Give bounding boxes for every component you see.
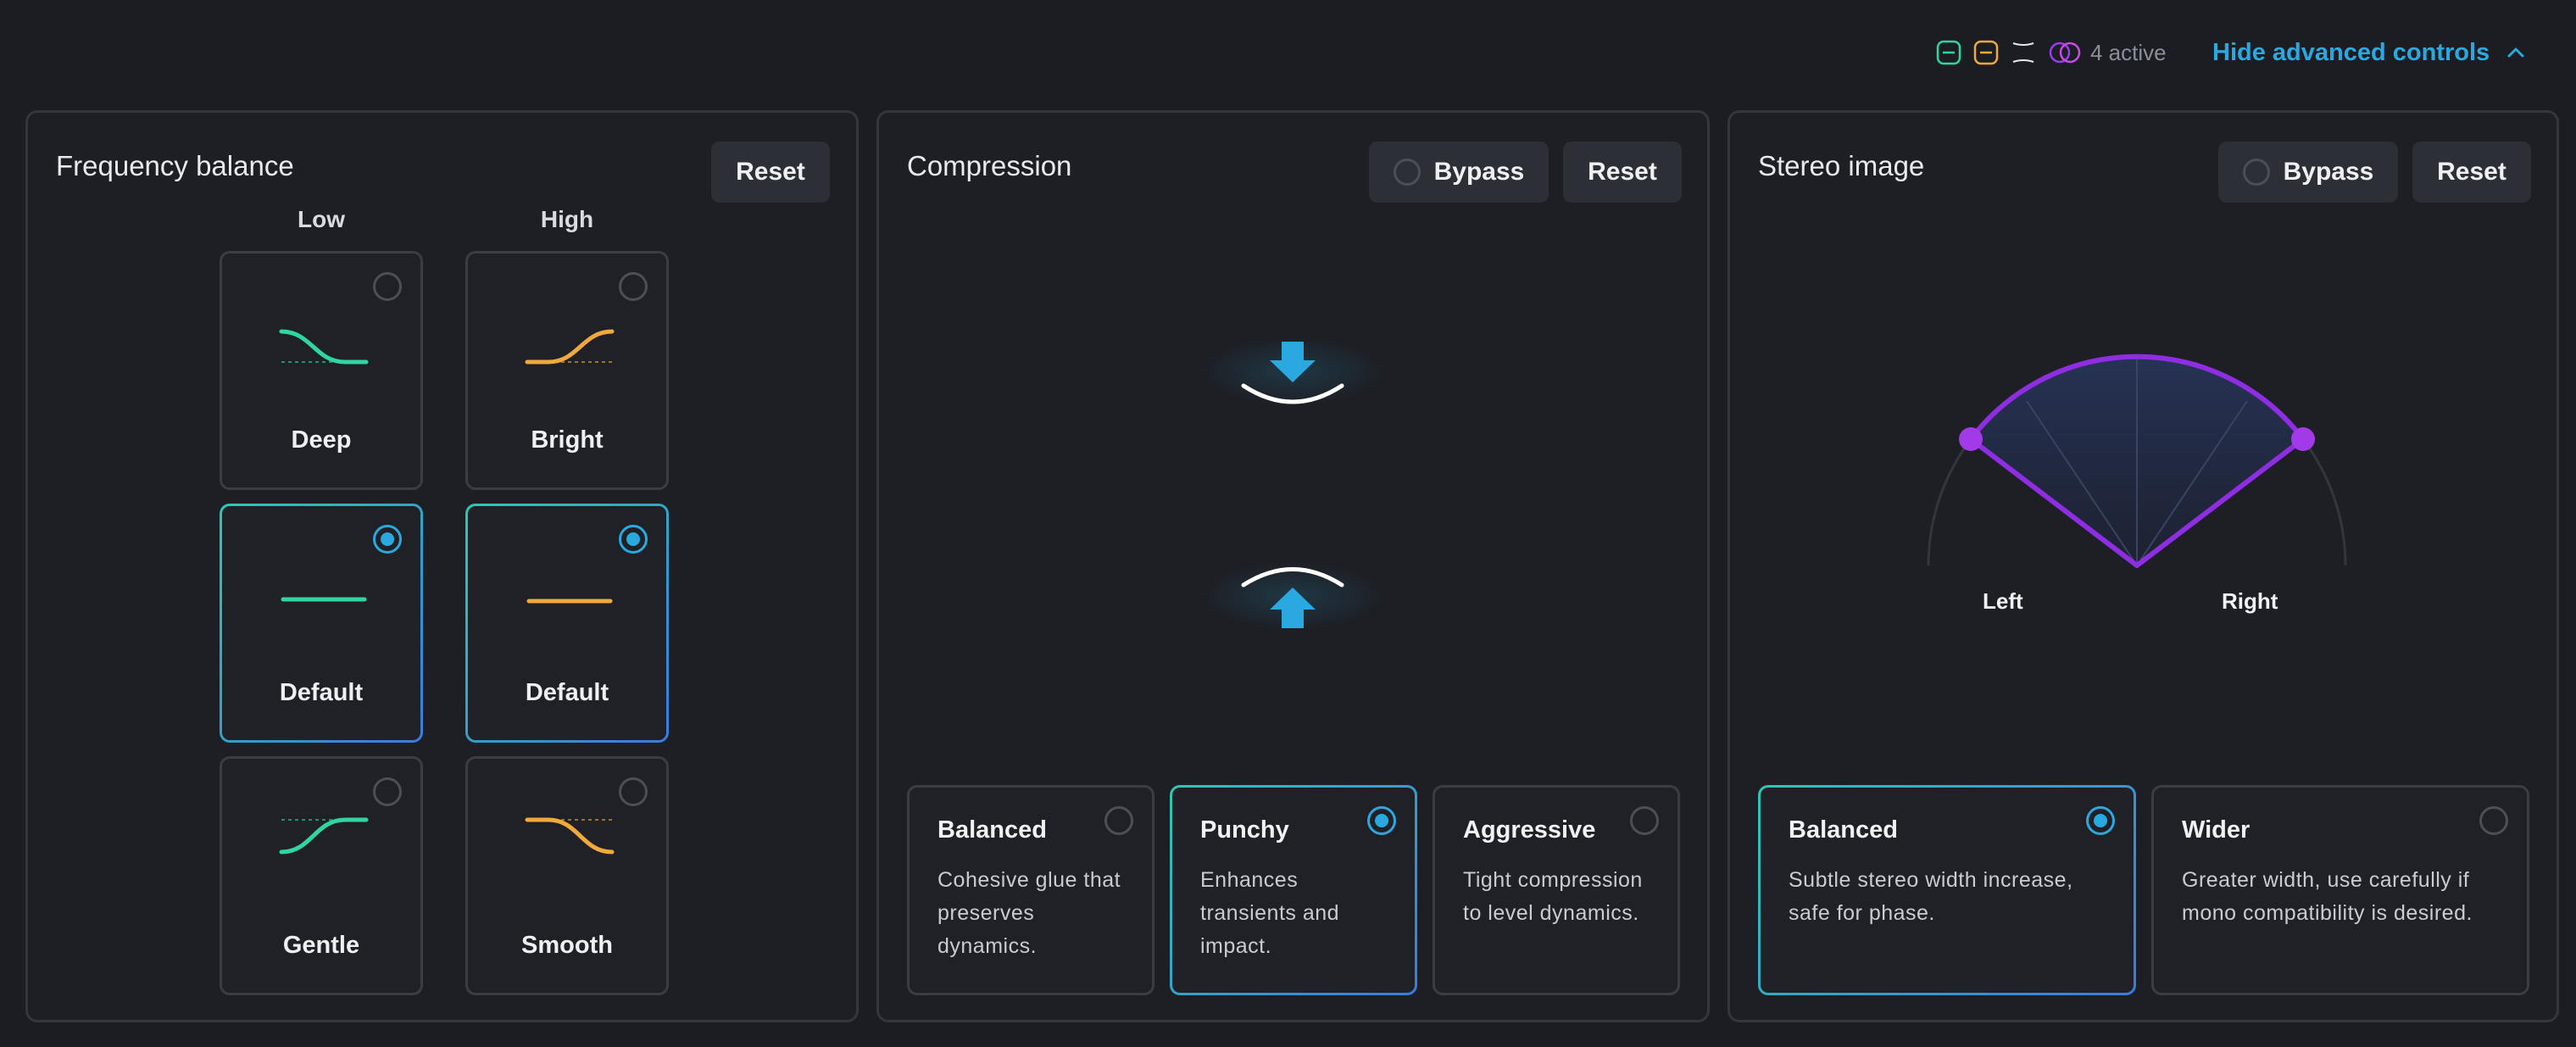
eq-option-label: Default bbox=[525, 679, 609, 706]
compression-illustration bbox=[1139, 337, 1388, 630]
eq-option-low-gentle[interactable]: Gentle bbox=[220, 756, 423, 995]
radio-selected bbox=[373, 525, 402, 554]
option-description: Enhances transients and impact. bbox=[1200, 868, 1340, 958]
option-title: Wider bbox=[2182, 816, 2251, 844]
panel-title: Frequency balance bbox=[56, 150, 294, 181]
eq-option-low-deep[interactable]: Deep bbox=[220, 251, 423, 490]
hide-advanced-controls-button[interactable]: Hide advanced controls bbox=[2212, 34, 2525, 71]
low-eq-icon bbox=[1936, 40, 1961, 65]
active-count: 4 active bbox=[2090, 40, 2167, 65]
bypass-label: Bypass bbox=[2283, 158, 2374, 186]
arrow-down-icon bbox=[1270, 342, 1316, 382]
eq-option-high-bright[interactable]: Bright bbox=[465, 251, 669, 490]
reset-button[interactable]: Reset bbox=[1563, 142, 1682, 203]
chevron-up-icon bbox=[2507, 47, 2524, 58]
left-width-handle bbox=[1959, 427, 1983, 451]
eq-option-high-smooth[interactable]: Smooth bbox=[465, 756, 669, 995]
bypass-toggle[interactable]: Bypass bbox=[1369, 142, 1549, 203]
option-title: Balanced bbox=[937, 816, 1047, 844]
eq-option-high-default[interactable]: Default bbox=[465, 504, 669, 743]
arrow-up-icon bbox=[1270, 588, 1316, 628]
panel-title: Compression bbox=[907, 150, 1072, 181]
column-label-low: Low bbox=[298, 206, 345, 232]
stereo-image-panel: Stereo image Bypass Reset Left Right Bal… bbox=[1728, 110, 2559, 1022]
reset-button[interactable]: Reset bbox=[711, 142, 830, 203]
eq-option-label: Smooth bbox=[521, 932, 613, 959]
eq-option-label: Deep bbox=[291, 426, 352, 454]
top-bar: 4 active Hide advanced controls bbox=[0, 0, 2576, 107]
option-description: Cohesive glue that preserves dynamics. bbox=[937, 868, 1121, 958]
radio bbox=[1630, 806, 1659, 835]
eq-option-label: Bright bbox=[531, 426, 604, 454]
active-modules-indicator bbox=[1936, 39, 2082, 66]
compression-option-balanced[interactable]: Balanced Cohesive glue that preserves dy… bbox=[907, 785, 1154, 995]
stereo-width-illustration bbox=[1927, 354, 2347, 568]
flat-line-icon bbox=[526, 599, 613, 604]
high-shelf-cut-curve-icon bbox=[525, 817, 615, 855]
left-label: Left bbox=[1983, 588, 2023, 614]
reset-button[interactable]: Reset bbox=[2412, 142, 2531, 203]
bypass-label: Bypass bbox=[1433, 158, 1525, 186]
stereo-option-balanced[interactable]: Balanced Subtle stereo width increase, s… bbox=[1758, 785, 2136, 995]
radio-selected bbox=[619, 525, 648, 554]
compression-option-aggressive[interactable]: Aggressive Tight compression to level dy… bbox=[1433, 785, 1680, 995]
bypass-indicator bbox=[2242, 159, 2270, 186]
high-shelf-boost-curve-icon bbox=[525, 329, 615, 365]
radio bbox=[619, 272, 648, 301]
bypass-indicator bbox=[1393, 159, 1421, 186]
compression-panel: Compression Bypass Reset bbox=[876, 110, 1710, 1022]
reset-label: Reset bbox=[736, 158, 805, 186]
stereo-option-wider[interactable]: Wider Greater width, use carefully if mo… bbox=[2151, 785, 2529, 995]
radio-selected bbox=[2086, 806, 2115, 835]
option-title: Punchy bbox=[1200, 816, 1289, 844]
radio bbox=[373, 777, 402, 806]
radio bbox=[373, 272, 402, 301]
bypass-toggle[interactable]: Bypass bbox=[2218, 142, 2398, 203]
compression-icon bbox=[2012, 42, 2034, 63]
option-title: Aggressive bbox=[1463, 816, 1596, 844]
radio-selected bbox=[1367, 806, 1396, 835]
option-title: Balanced bbox=[1789, 816, 1898, 844]
hide-advanced-label: Hide advanced controls bbox=[2212, 38, 2490, 66]
eq-option-label: Default bbox=[279, 679, 364, 706]
panel-title: Stereo image bbox=[1758, 150, 1925, 181]
reset-label: Reset bbox=[1588, 158, 1657, 186]
flat-line-icon bbox=[281, 597, 367, 602]
radio bbox=[619, 777, 648, 806]
compression-option-punchy[interactable]: Punchy Enhances transients and impact. bbox=[1170, 785, 1417, 995]
stereo-icon bbox=[2049, 42, 2081, 64]
right-label: Right bbox=[2222, 588, 2278, 614]
column-label-high: High bbox=[540, 206, 594, 232]
option-description: Tight compression to level dynamics. bbox=[1463, 868, 1643, 925]
reset-label: Reset bbox=[2437, 158, 2506, 186]
option-description: Greater width, use carefully if mono com… bbox=[2182, 868, 2473, 925]
eq-option-low-default[interactable]: Default bbox=[220, 504, 423, 743]
radio bbox=[2479, 806, 2508, 835]
option-description: Subtle stereo width increase, safe for p… bbox=[1789, 868, 2073, 925]
high-eq-icon bbox=[1973, 40, 1999, 65]
radio bbox=[1104, 806, 1133, 835]
low-shelf-cut-curve-icon bbox=[279, 329, 369, 365]
frequency-balance-panel: Frequency balance Reset Low High Deep De… bbox=[25, 110, 859, 1022]
eq-option-label: Gentle bbox=[282, 932, 360, 959]
low-shelf-boost-curve-icon bbox=[279, 817, 369, 855]
right-width-handle bbox=[2291, 427, 2315, 451]
